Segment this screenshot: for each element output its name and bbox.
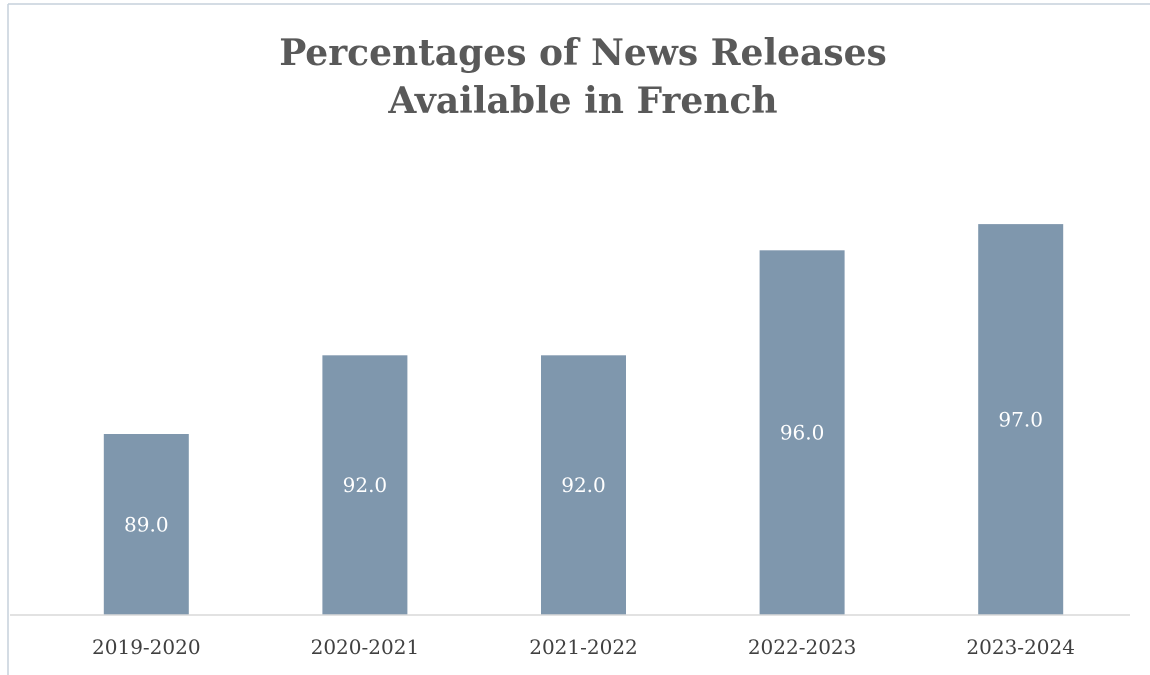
data-label-2019-2020: 89.0 — [124, 513, 169, 537]
x-tick-label-2022-2023: 2022-2023 — [748, 635, 857, 659]
data-label-2023-2024: 97.0 — [998, 408, 1043, 432]
x-tick-label-2023-2024: 2023-2024 — [966, 635, 1075, 659]
data-label-2021-2022: 92.0 — [561, 473, 606, 497]
bar-2020-2021 — [322, 355, 408, 615]
bar-2022-2023 — [759, 250, 845, 616]
bar-2021-2022 — [541, 355, 626, 615]
data-label-2022-2023: 96.0 — [780, 421, 825, 445]
bars-group — [103, 224, 1064, 616]
x-tick-label-2020-2021: 2020-2021 — [311, 635, 420, 659]
bar-2023-2024 — [978, 224, 1064, 615]
chart-title-line-1: Percentages of News Releases — [279, 32, 887, 74]
data-labels-group: 89.0 92.0 92.0 96.0 97.0 — [124, 408, 1043, 537]
x-tick-label-2021-2022: 2021-2022 — [529, 635, 638, 659]
x-tick-labels-group: 2019-2020 2020-2021 2021-2022 2022-2023 2023… — [92, 635, 1075, 659]
chart-title-line-2: Available in French — [387, 80, 777, 122]
bar-2019-2020 — [103, 434, 189, 615]
data-label-2020-2021: 92.0 — [343, 473, 388, 497]
x-tick-label-2019-2020: 2019-2020 — [92, 635, 201, 659]
